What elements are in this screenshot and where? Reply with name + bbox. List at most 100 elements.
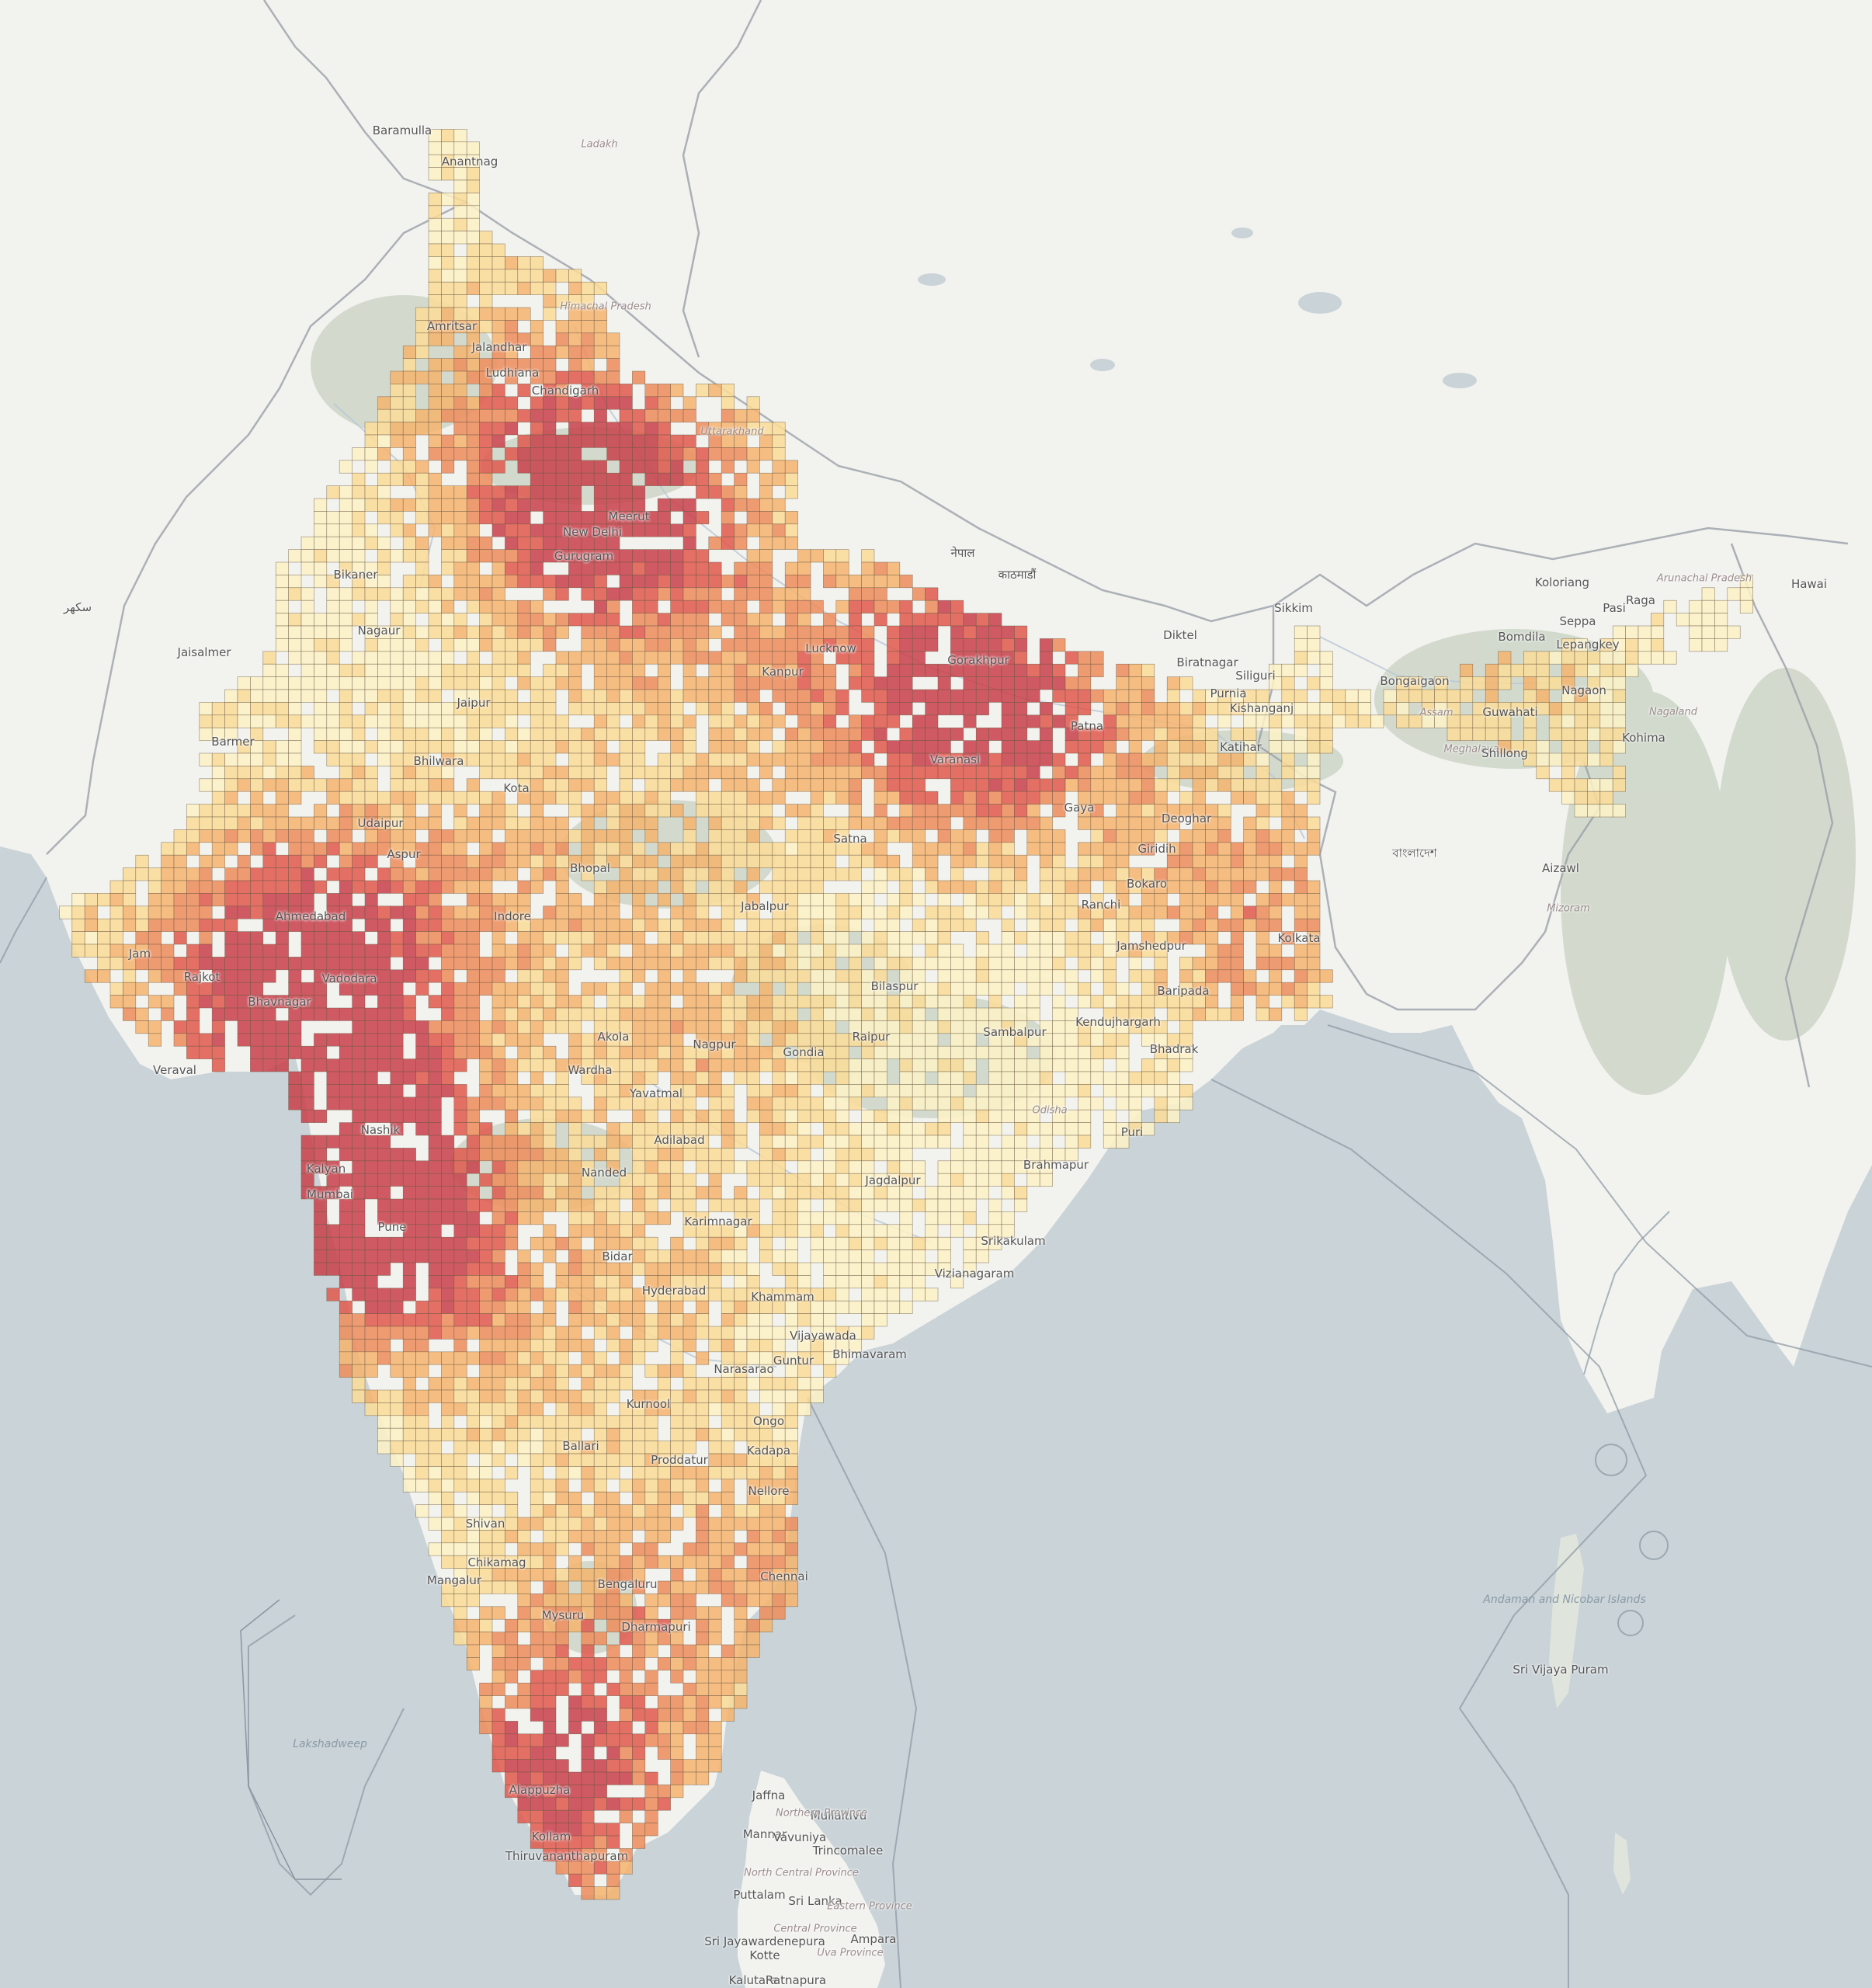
grid-cell bbox=[505, 269, 519, 283]
grid-cell bbox=[339, 1173, 353, 1187]
grid-cell bbox=[581, 1071, 595, 1085]
grid-cell bbox=[390, 511, 404, 525]
grid-cell bbox=[784, 880, 798, 894]
grid-cell bbox=[734, 854, 748, 868]
grid-cell bbox=[606, 1415, 620, 1429]
grid-cell bbox=[364, 854, 378, 868]
grid-cell bbox=[797, 1186, 811, 1200]
grid-cell bbox=[937, 905, 951, 919]
grid-cell bbox=[1307, 752, 1321, 766]
grid-cell bbox=[593, 1389, 607, 1403]
grid-cell bbox=[873, 829, 887, 843]
grid-cell bbox=[135, 982, 149, 996]
grid-cell bbox=[1319, 689, 1333, 703]
grid-cell bbox=[581, 1211, 595, 1225]
grid-cell bbox=[606, 816, 620, 830]
grid-cell bbox=[670, 1389, 684, 1403]
grid-cell bbox=[441, 1389, 455, 1403]
grid-cell bbox=[784, 1198, 798, 1212]
grid-cell bbox=[1434, 689, 1448, 703]
grid-cell bbox=[708, 422, 722, 436]
grid-cell bbox=[772, 1402, 786, 1416]
grid-cell bbox=[148, 931, 161, 945]
grid-cell bbox=[1574, 663, 1588, 677]
grid-cell bbox=[479, 587, 493, 601]
grid-cell bbox=[1039, 1033, 1053, 1047]
grid-cell bbox=[759, 561, 773, 575]
grid-cell bbox=[555, 1479, 569, 1493]
grid-cell bbox=[314, 714, 328, 728]
grid-cell bbox=[632, 893, 646, 907]
grid-cell bbox=[784, 511, 798, 525]
grid-cell bbox=[632, 1517, 646, 1531]
grid-cell bbox=[861, 1288, 875, 1302]
grid-cell bbox=[734, 638, 748, 652]
grid-cell bbox=[1269, 969, 1283, 983]
grid-cell bbox=[326, 1249, 340, 1263]
grid-cell bbox=[250, 829, 264, 843]
grid-cell bbox=[390, 1326, 404, 1340]
grid-cell bbox=[619, 804, 633, 818]
grid-cell bbox=[593, 1211, 607, 1225]
grid-cell bbox=[1141, 752, 1155, 766]
grid-cell bbox=[1078, 663, 1092, 677]
grid-cell bbox=[581, 944, 595, 958]
grid-cell bbox=[1052, 752, 1066, 766]
grid-cell bbox=[1485, 676, 1499, 690]
grid-cell bbox=[581, 434, 595, 448]
grid-cell bbox=[734, 676, 748, 690]
grid-cell bbox=[1090, 740, 1104, 754]
grid-cell bbox=[670, 740, 684, 754]
grid-cell bbox=[746, 842, 760, 856]
grid-cell bbox=[428, 1160, 442, 1174]
grid-cell bbox=[517, 307, 531, 321]
grid-cell bbox=[1141, 766, 1155, 780]
grid-cell bbox=[619, 1441, 633, 1455]
grid-cell bbox=[377, 1326, 391, 1340]
grid-cell bbox=[1154, 804, 1168, 818]
grid-cell bbox=[402, 880, 416, 894]
grid-cell bbox=[1523, 702, 1537, 716]
grid-cell bbox=[479, 1084, 493, 1098]
grid-cell bbox=[759, 1186, 773, 1200]
grid-cell bbox=[441, 651, 455, 665]
grid-cell bbox=[479, 320, 493, 334]
grid-cell bbox=[772, 1288, 786, 1302]
grid-cell bbox=[759, 1441, 773, 1455]
grid-cell bbox=[491, 791, 505, 805]
grid-cell bbox=[543, 384, 557, 398]
grid-cell bbox=[466, 408, 480, 422]
grid-cell bbox=[1141, 1084, 1155, 1098]
grid-cell bbox=[1014, 1122, 1028, 1136]
grid-cell bbox=[899, 740, 913, 754]
grid-cell bbox=[606, 1453, 620, 1467]
grid-cell bbox=[861, 1224, 875, 1238]
grid-cell bbox=[390, 549, 404, 563]
grid-cell bbox=[1192, 905, 1206, 919]
grid-cell bbox=[555, 1007, 569, 1021]
grid-cell bbox=[364, 587, 378, 601]
grid-cell bbox=[581, 625, 595, 639]
grid-cell bbox=[530, 498, 544, 512]
grid-cell bbox=[441, 1058, 455, 1072]
grid-cell bbox=[632, 842, 646, 856]
grid-cell bbox=[746, 408, 760, 422]
grid-cell bbox=[1599, 702, 1613, 716]
grid-cell bbox=[275, 854, 289, 868]
grid-cell bbox=[1103, 880, 1117, 894]
grid-cell bbox=[619, 625, 633, 639]
grid-cell bbox=[696, 918, 710, 932]
grid-cell bbox=[1269, 1007, 1283, 1021]
grid-cell bbox=[491, 498, 505, 512]
grid-cell bbox=[415, 816, 429, 830]
grid-cell bbox=[441, 1415, 455, 1429]
grid-cell bbox=[466, 918, 480, 932]
grid-cell bbox=[784, 1351, 798, 1365]
grid-cell bbox=[899, 1071, 913, 1085]
grid-cell bbox=[377, 880, 391, 894]
grid-cell bbox=[1166, 931, 1180, 945]
grid-cell bbox=[530, 1351, 544, 1365]
grid-cell bbox=[517, 1389, 531, 1403]
grid-cell bbox=[1116, 778, 1130, 792]
